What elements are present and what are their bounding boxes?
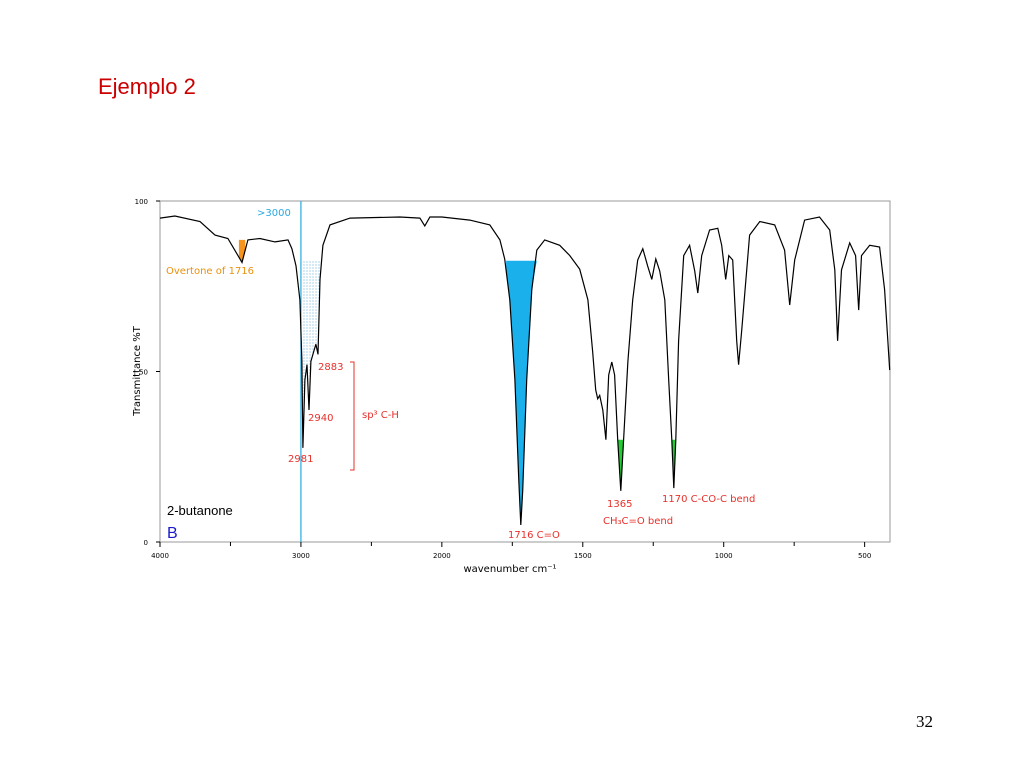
- band-highlight: [506, 260, 538, 525]
- x-tick-label: 500: [858, 552, 871, 560]
- x-axis-label: wavenumber cm⁻¹: [463, 564, 556, 575]
- slide-title: Ejemplo 2: [98, 74, 196, 99]
- band-highlight: [299, 260, 321, 448]
- x-tick-label: 1000: [715, 552, 733, 560]
- annotation: 1716 C=O: [508, 530, 560, 541]
- bracket: [350, 361, 355, 471]
- y-axis-label: Transmittance %T: [132, 325, 143, 417]
- x-tick-label: 1500: [574, 552, 592, 560]
- spectrum-line: [159, 215, 891, 526]
- annotation: Overtone of 1716: [166, 266, 254, 277]
- annotation: CH₃C=O bend: [603, 516, 673, 527]
- y-tick-label: 0: [144, 539, 148, 547]
- annotation: 2883: [318, 362, 343, 373]
- x-tick-label: 4000: [151, 552, 169, 560]
- y-tick-label: 50: [139, 369, 148, 377]
- annotation: >3000: [257, 208, 291, 219]
- y-tick-label: 100: [135, 198, 148, 206]
- annotation: sp³ C-H: [362, 410, 399, 421]
- sample-name: 2-butanone: [167, 503, 233, 518]
- band-highlight: [238, 239, 246, 263]
- x-tick-label: 2000: [433, 552, 451, 560]
- annotation: 2981: [288, 454, 313, 465]
- annotation: 1365: [607, 499, 632, 510]
- annotation: 1170 C-CO-C bend: [662, 494, 755, 505]
- annotation: 2940: [308, 413, 333, 424]
- panel-label: B: [167, 525, 178, 542]
- page-number: 32: [916, 712, 933, 731]
- x-tick-label: 3000: [292, 552, 310, 560]
